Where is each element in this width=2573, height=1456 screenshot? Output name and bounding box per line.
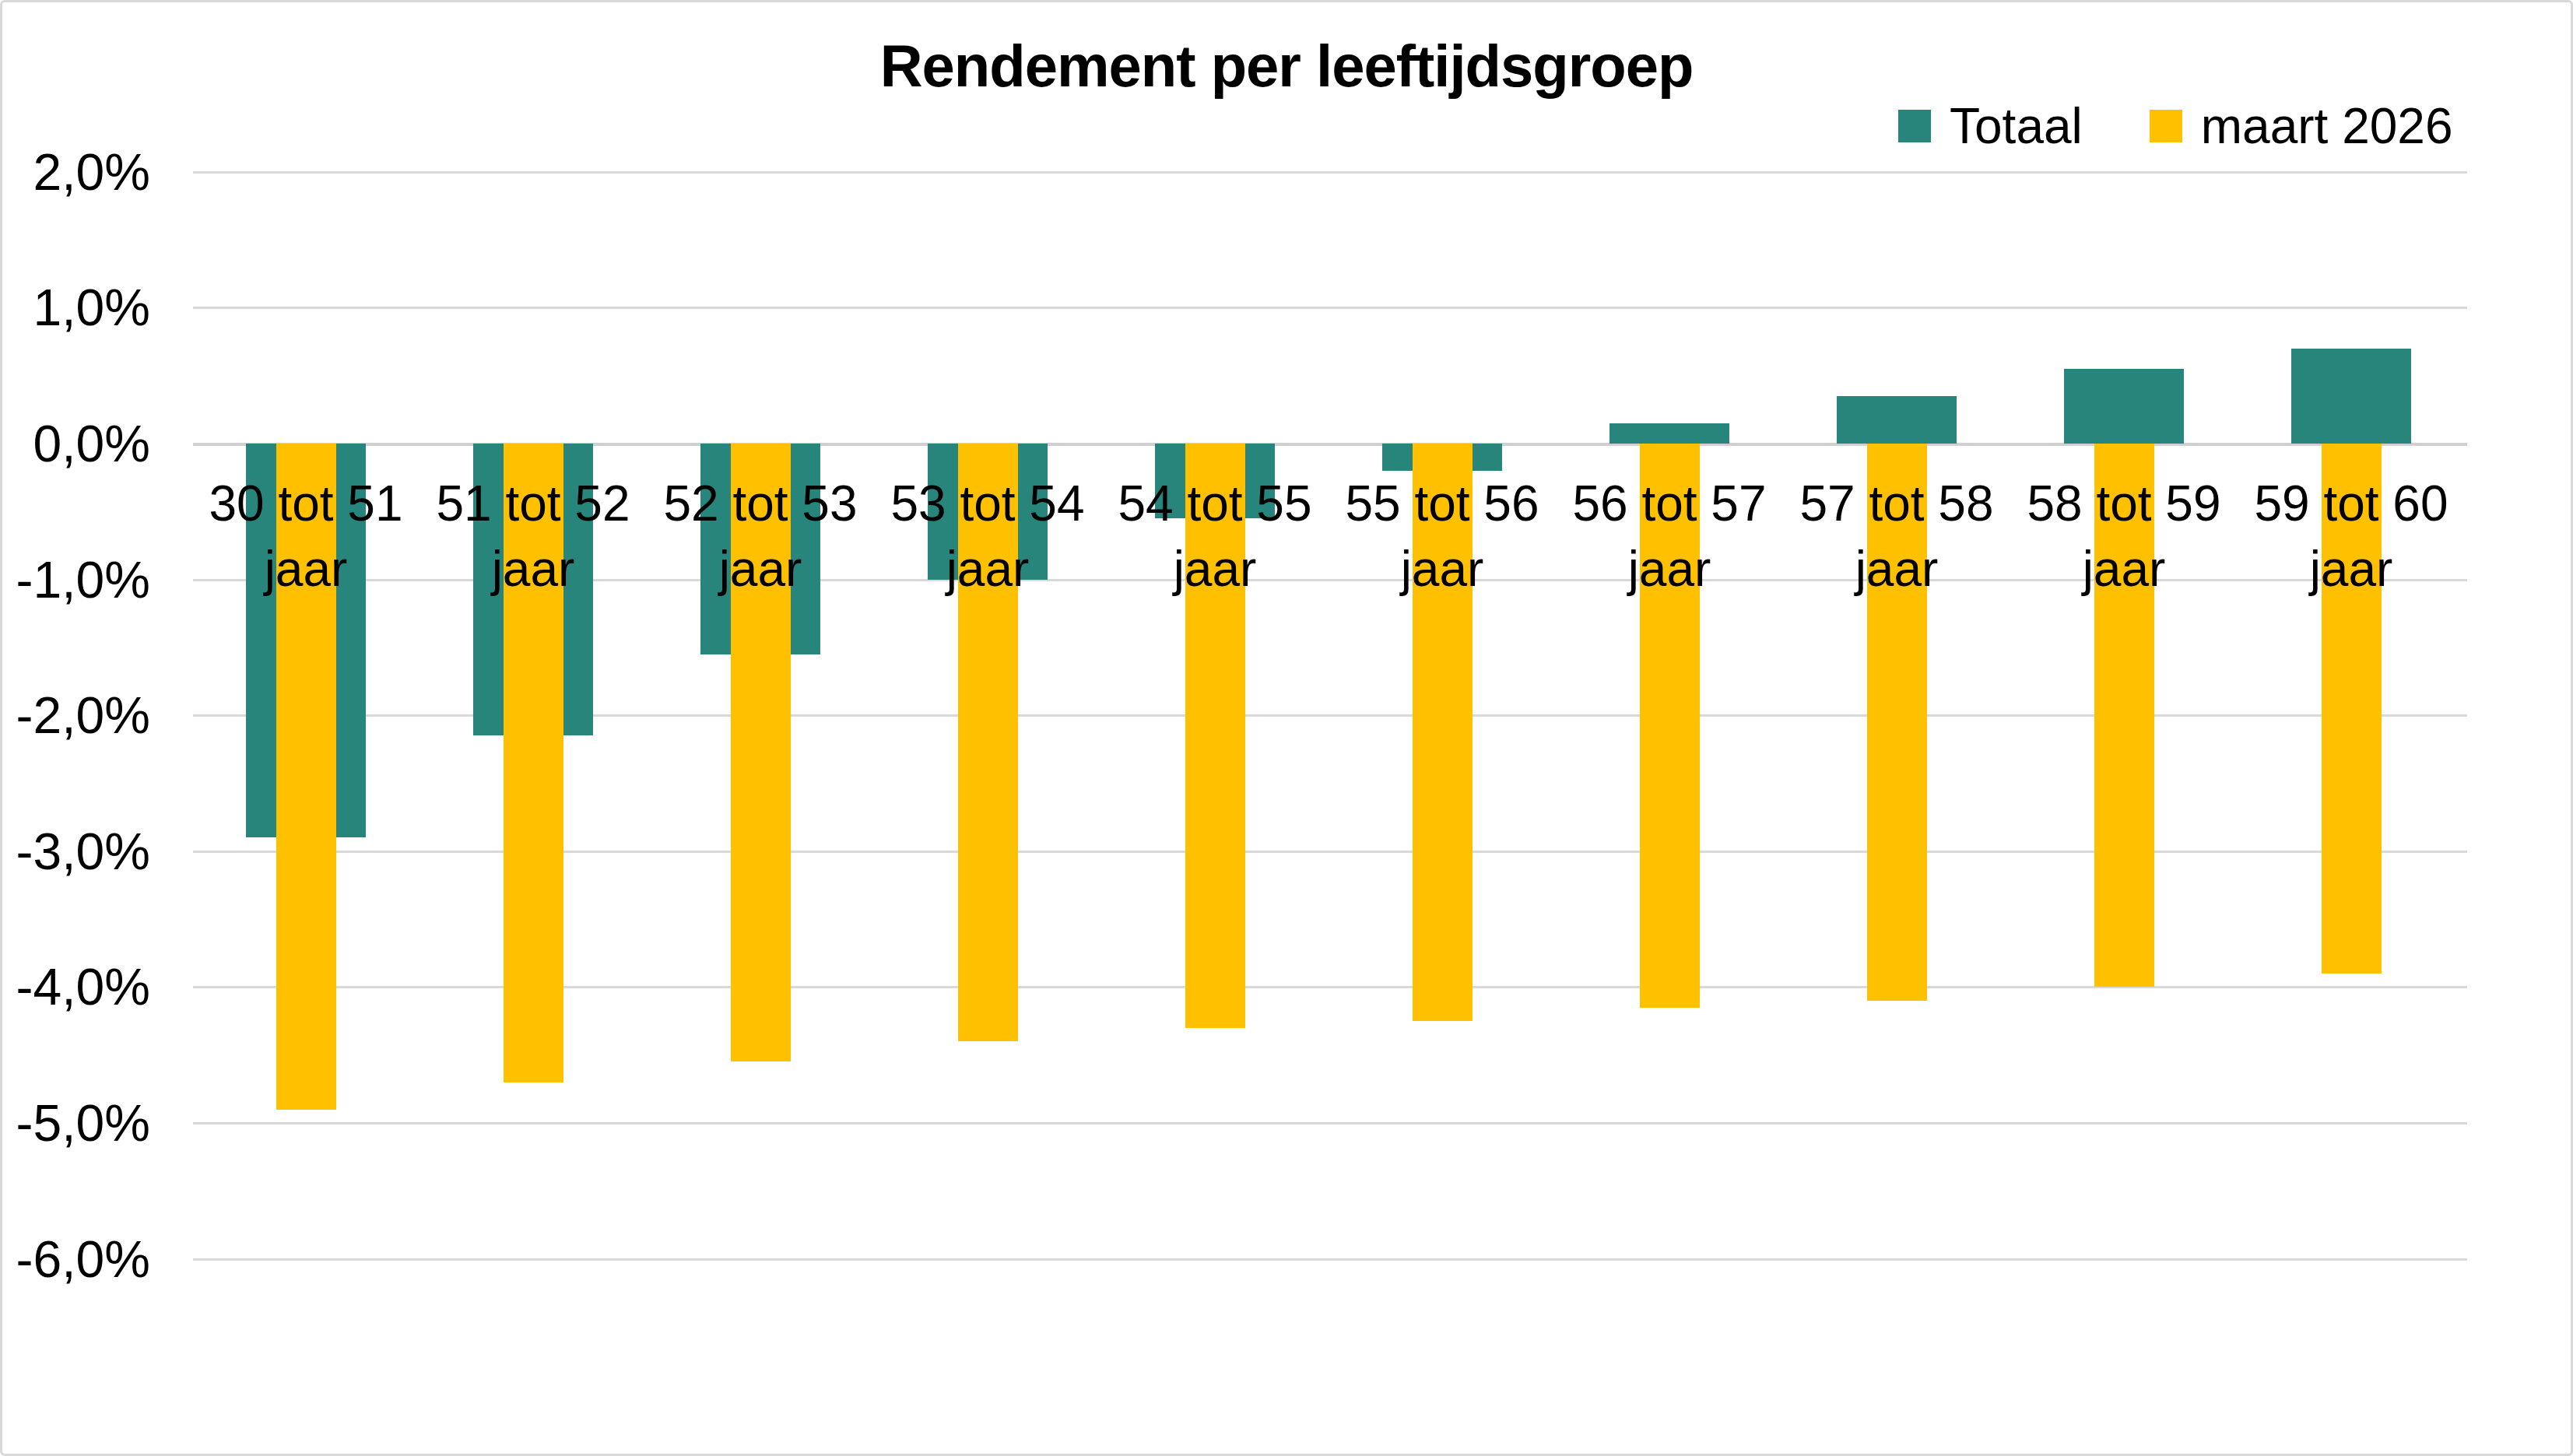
bar-totaal-9 [2291,349,2411,444]
chart: Rendement per leeftijdsgroep Totaalmaart… [0,0,2573,1456]
y-tick-label: -3,0% [2,817,150,886]
gridline-1 [193,307,2467,309]
category-label-9: 59 tot 60jaar [2211,471,2491,602]
y-tick-label: -4,0% [2,953,150,1021]
y-tick-label: 1,0% [2,273,150,342]
gridline--6 [193,1258,2467,1261]
y-tick-label: 0,0% [2,409,150,478]
bar-totaal-6 [1609,423,1729,444]
category-label-line2: jaar [2211,536,2491,602]
gridline--5 [193,1122,2467,1124]
y-tick-label: -6,0% [2,1225,150,1293]
category-label-line1: 59 tot 60 [2211,471,2491,536]
gridline-2 [193,171,2467,174]
bar-totaal-7 [1837,396,1957,444]
bar-totaal-8 [2064,369,2184,444]
plot-area: 2,0% 1,0% 0,0% -1,0% -2,0% -3,0% -4,0% -5,0% -6,… [2,2,2571,1454]
y-tick-label: 2,0% [2,138,150,206]
y-tick-label: -5,0% [2,1089,150,1157]
y-tick-label: -1,0% [2,546,150,614]
y-tick-label: -2,0% [2,681,150,749]
